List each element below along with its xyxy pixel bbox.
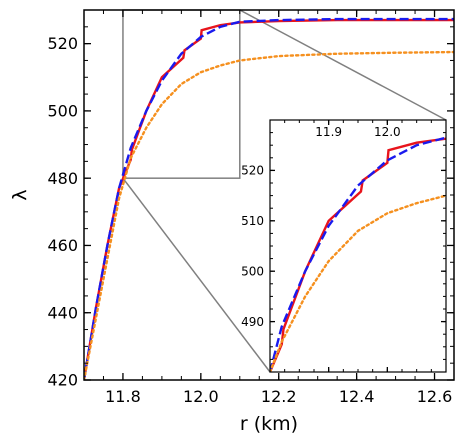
main-plot: 11.8 12.0 12.2 12.4 12.6 420 440 460 480 500 520 r… [9,9,455,435]
x-axis-label: r (km) [240,413,298,435]
inset-series-dashed-line [270,136,446,372]
main-y-tick-label: 440 [47,303,78,322]
y-axis-label: λ [9,189,31,200]
inset-x-tick-label: 11.9 [315,125,342,139]
zoom-connector-line [122,177,271,373]
inset-y-tick-label: 490 [241,315,264,329]
inset-series-dotted-line [270,194,446,372]
main-x-tick-label: 12.6 [417,387,453,406]
inset-y-tick-label: 500 [241,264,264,278]
main-series-dashed-line [84,17,454,380]
inset-y-tick-label: 520 [241,164,264,178]
inset-background [270,120,446,372]
zoom-connector-line [239,9,447,121]
main-y-tick-label: 460 [47,236,78,255]
inset-x-tick-label: 12.0 [374,125,401,139]
main-x-tick-label: 12.0 [183,387,219,406]
main-x-tick-label: 12.2 [261,387,297,406]
main-x-tick-label: 12.4 [339,387,375,406]
main-y-tick-label: 480 [47,169,78,188]
inset-plot: 11.9 12.0 490 500 510 520 [241,119,447,373]
inset-y-tick-label: 510 [241,214,264,228]
main-y-tick-label: 520 [47,34,78,53]
main-y-tick-label: 420 [47,371,78,390]
main-y-tick-label: 500 [47,102,78,121]
main-series-dotted-line [84,50,454,380]
main-x-tick-label: 11.8 [105,387,141,406]
inset-series-solid-line [270,137,446,372]
zoom-region-box [122,9,241,179]
